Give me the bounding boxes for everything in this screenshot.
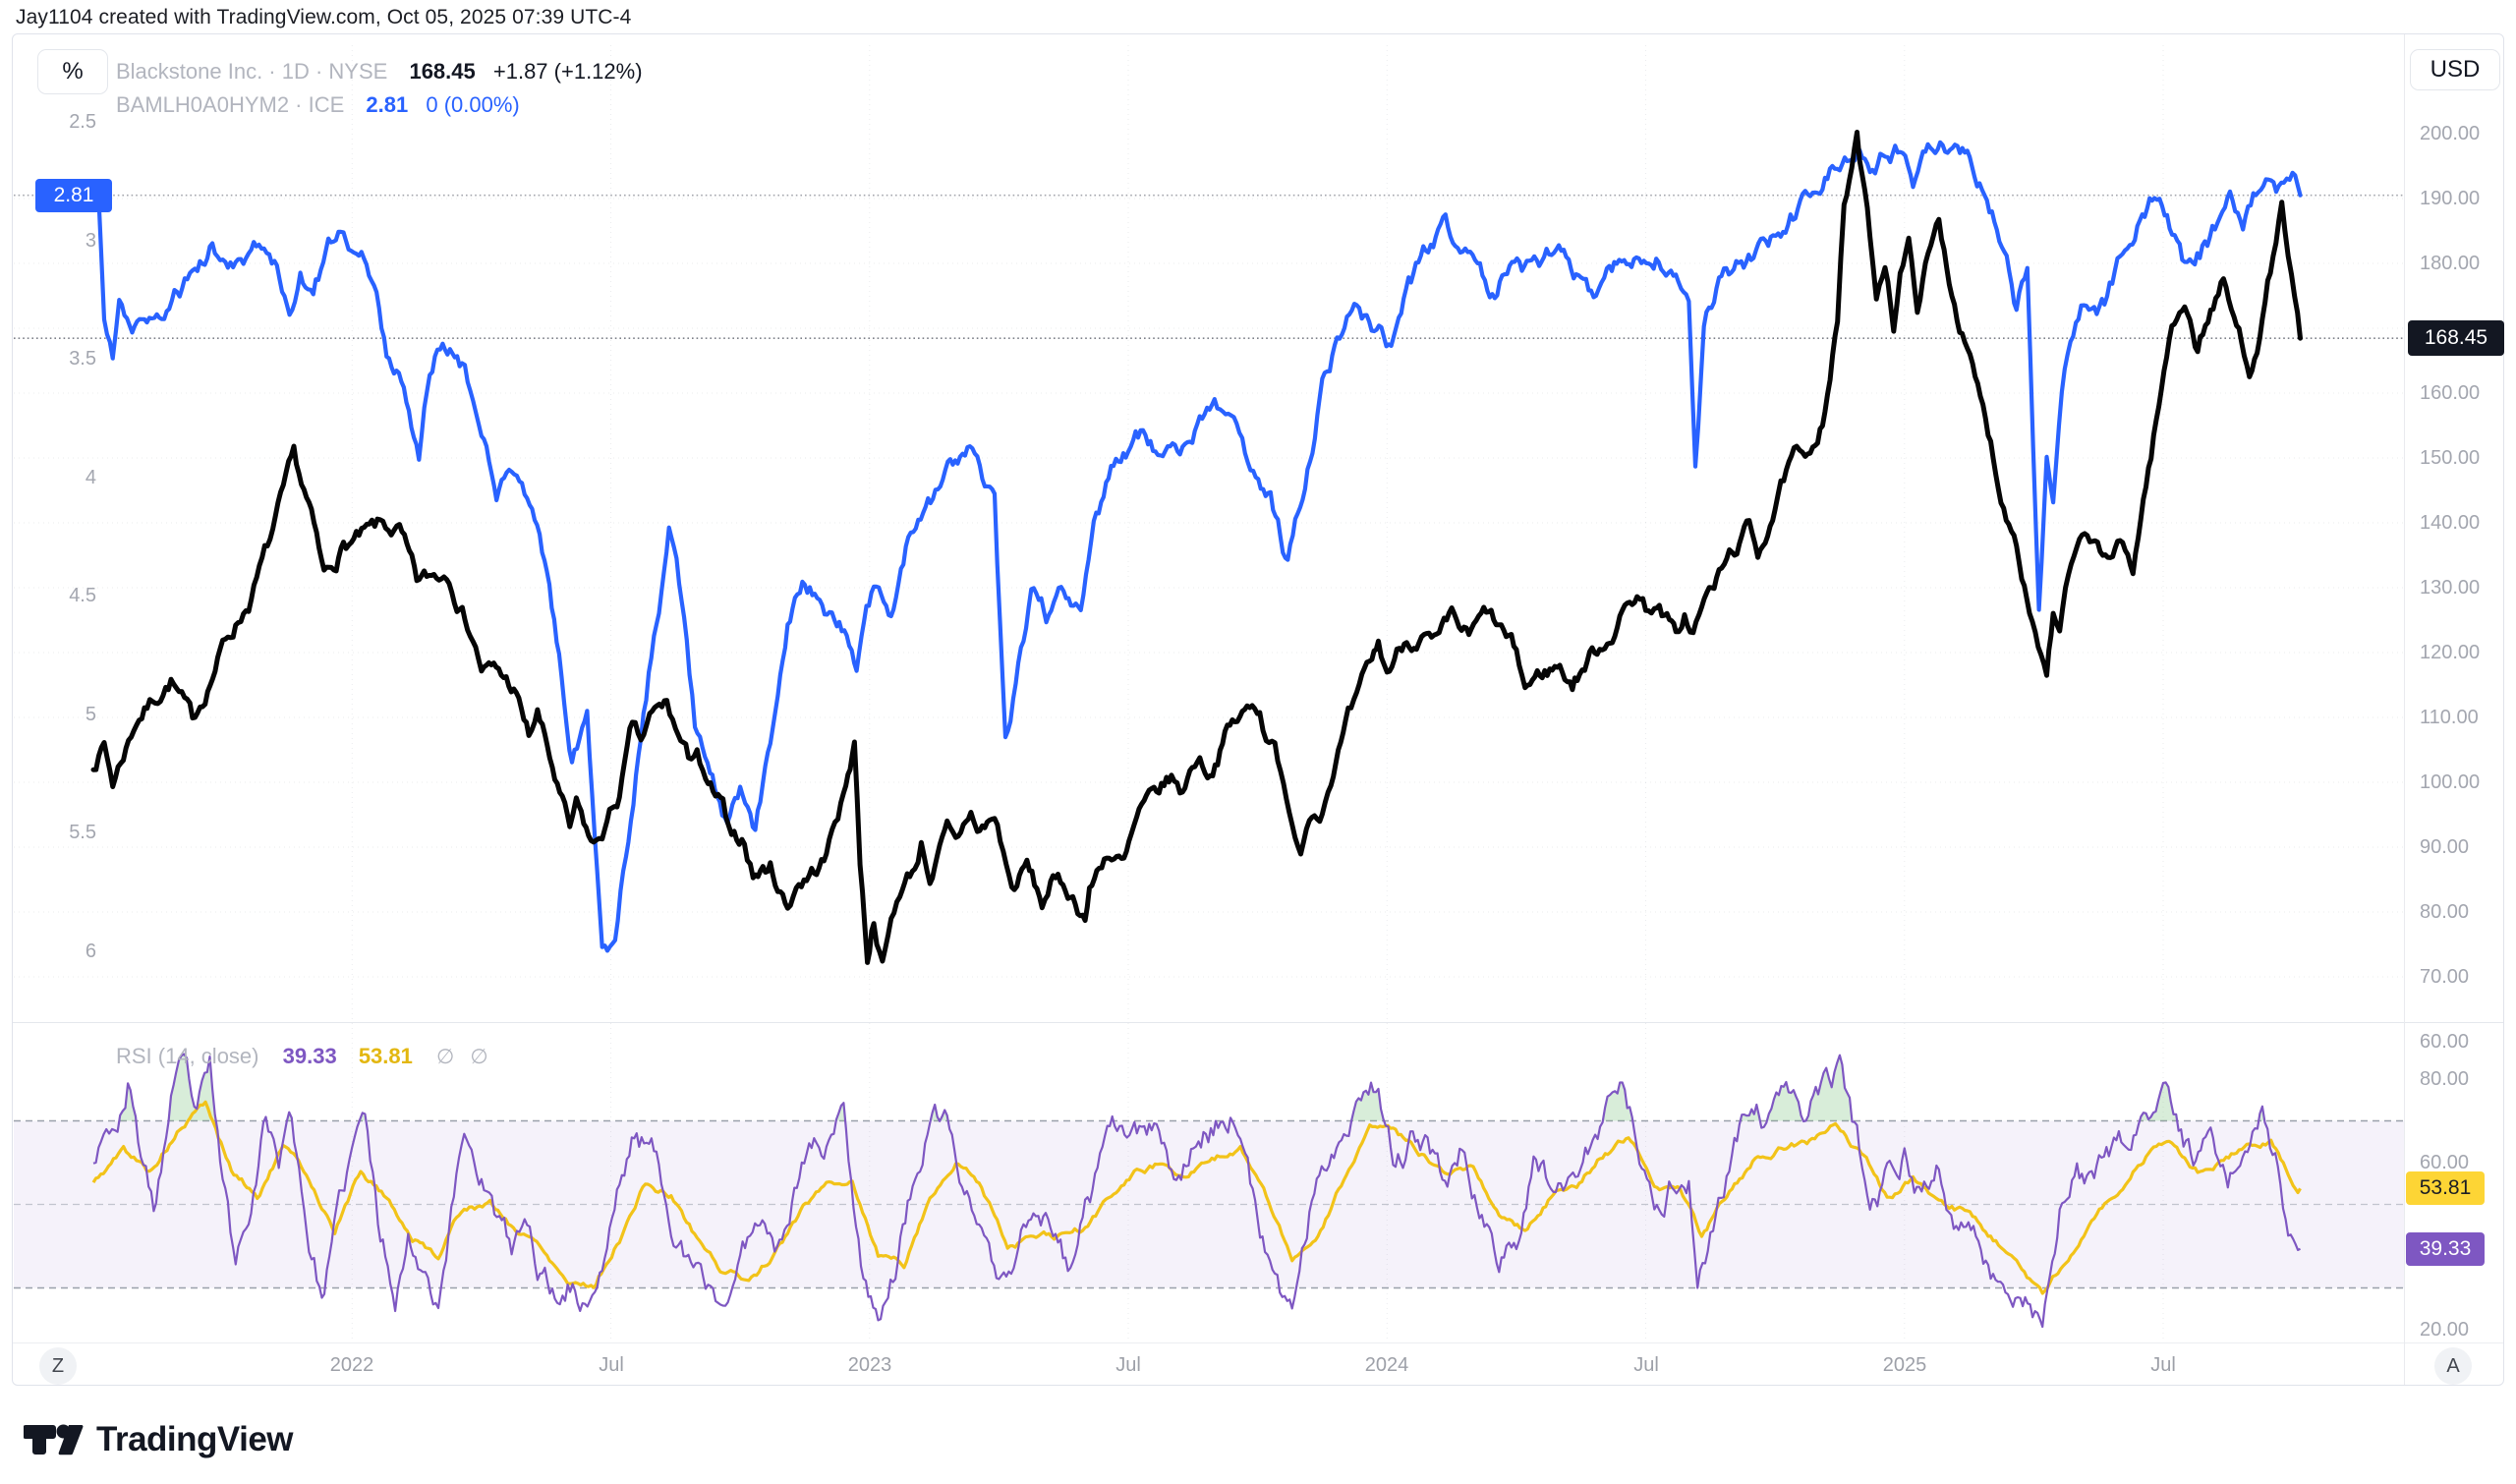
- left-axis-tick: 6: [85, 940, 96, 962]
- rsi-value: 39.33: [282, 1044, 337, 1068]
- time-axis-tick: 2024: [1364, 1354, 1409, 1376]
- last-value-badge-spread: 2.81: [35, 178, 112, 212]
- rsi-axis-tick: 20.00: [2420, 1319, 2470, 1341]
- right-axis-tick: 60.00: [2420, 1031, 2470, 1053]
- currency-scale-button[interactable]: USD: [2410, 49, 2500, 90]
- symbol-change: 0 (0.00%): [426, 92, 520, 117]
- tradingview-logo-text: TradingView: [96, 1420, 294, 1458]
- time-axis-tick: Jul: [2150, 1354, 2176, 1376]
- rsi-axis-tick: 60.00: [2420, 1152, 2470, 1173]
- time-axis-tick: Jul: [1633, 1354, 1659, 1376]
- time-axis-tick: 2022: [329, 1354, 374, 1376]
- right-axis-tick: 110.00: [2420, 707, 2479, 728]
- rsi-indicator-legend[interactable]: RSI (14, close) 39.33 53.81 ∅ ∅: [116, 1044, 498, 1069]
- rsi-legend-title: RSI (14, close): [116, 1044, 259, 1068]
- symbol-price: 2.81: [366, 92, 409, 117]
- chart-card: [12, 33, 2504, 1386]
- legend-symbol-blackstone[interactable]: Blackstone Inc. · 1D · NYSE 168.45 +1.87…: [116, 59, 643, 85]
- right-axis-tick: 90.00: [2420, 836, 2470, 858]
- right-axis-tick: 150.00: [2420, 447, 2481, 469]
- right-axis-tick: 140.00: [2420, 512, 2481, 534]
- rsi-source-toggle-icon[interactable]: ∅: [470, 1046, 488, 1068]
- right-axis-tick: 70.00: [2420, 966, 2470, 988]
- time-axis-separator: [13, 1342, 2503, 1343]
- left-axis-tick: 3: [85, 229, 96, 252]
- left-axis-tick: 3.5: [69, 348, 96, 370]
- right-axis-tick: 200.00: [2420, 123, 2481, 144]
- tradingview-logo[interactable]: TradingView: [24, 1417, 294, 1462]
- badge-text: 53.81: [2419, 1176, 2472, 1200]
- auto-scale-button-label: A: [2446, 1354, 2460, 1377]
- legend-symbol-bamlh0a0hym2[interactable]: BAMLH0A0HYM2 · ICE 2.81 0 (0.00%): [116, 92, 520, 118]
- left-axis-tick: 4: [85, 466, 96, 488]
- left-axis-tick: 5.5: [69, 822, 96, 843]
- time-axis-tick: 2023: [847, 1354, 892, 1376]
- time-axis-tick: Jul: [599, 1354, 624, 1376]
- currency-scale-label: USD: [2430, 56, 2481, 83]
- right-axis-tick: 190.00: [2420, 188, 2481, 209]
- left-axis-tick: 5: [85, 703, 96, 725]
- percent-scale-label: %: [62, 58, 84, 85]
- snapshot-credit: Jay1104 created with TradingView.com, Oc…: [16, 6, 632, 29]
- badge-text: 39.33: [2419, 1236, 2472, 1260]
- left-axis-tick: 2.5: [69, 111, 96, 133]
- rsi-ma-value: 53.81: [358, 1044, 413, 1068]
- right-axis-tick: 180.00: [2420, 253, 2481, 274]
- percent-scale-button[interactable]: %: [37, 49, 108, 94]
- rsi-source-toggle-icon[interactable]: ∅: [436, 1046, 455, 1068]
- right-axis-tick: 100.00: [2420, 771, 2481, 793]
- right-axis-tick: 80.00: [2420, 901, 2470, 923]
- symbol-title: Blackstone Inc. · 1D · NYSE: [116, 59, 388, 84]
- right-axis-tick: 130.00: [2420, 577, 2481, 599]
- last-value-badge-rsi-ma: 53.81: [2406, 1171, 2485, 1206]
- tradingview-logo-icon: [24, 1424, 84, 1455]
- badge-text: 168.45: [2424, 326, 2488, 350]
- symbol-change: +1.87 (+1.12%): [492, 59, 643, 84]
- symbol-title: BAMLH0A0HYM2 · ICE: [116, 92, 345, 117]
- last-value-badge-price: 168.45: [2408, 320, 2504, 357]
- timezone-button[interactable]: Z: [39, 1347, 77, 1385]
- rsi-axis-tick: 80.00: [2420, 1068, 2470, 1090]
- right-axis-tick: 120.00: [2420, 642, 2481, 663]
- pane-separator[interactable]: [13, 1022, 2503, 1023]
- timezone-button-label: Z: [51, 1354, 65, 1377]
- price-axis-separator[interactable]: [2404, 34, 2405, 1385]
- right-axis-tick: 160.00: [2420, 382, 2481, 404]
- symbol-price: 168.45: [409, 59, 476, 84]
- left-axis-tick: 4.5: [69, 585, 96, 606]
- auto-scale-button[interactable]: A: [2434, 1347, 2472, 1385]
- last-value-badge-rsi: 39.33: [2406, 1231, 2485, 1266]
- badge-text: 2.81: [53, 183, 94, 206]
- time-axis-tick: Jul: [1115, 1354, 1141, 1376]
- time-axis-tick: 2025: [1882, 1354, 1927, 1376]
